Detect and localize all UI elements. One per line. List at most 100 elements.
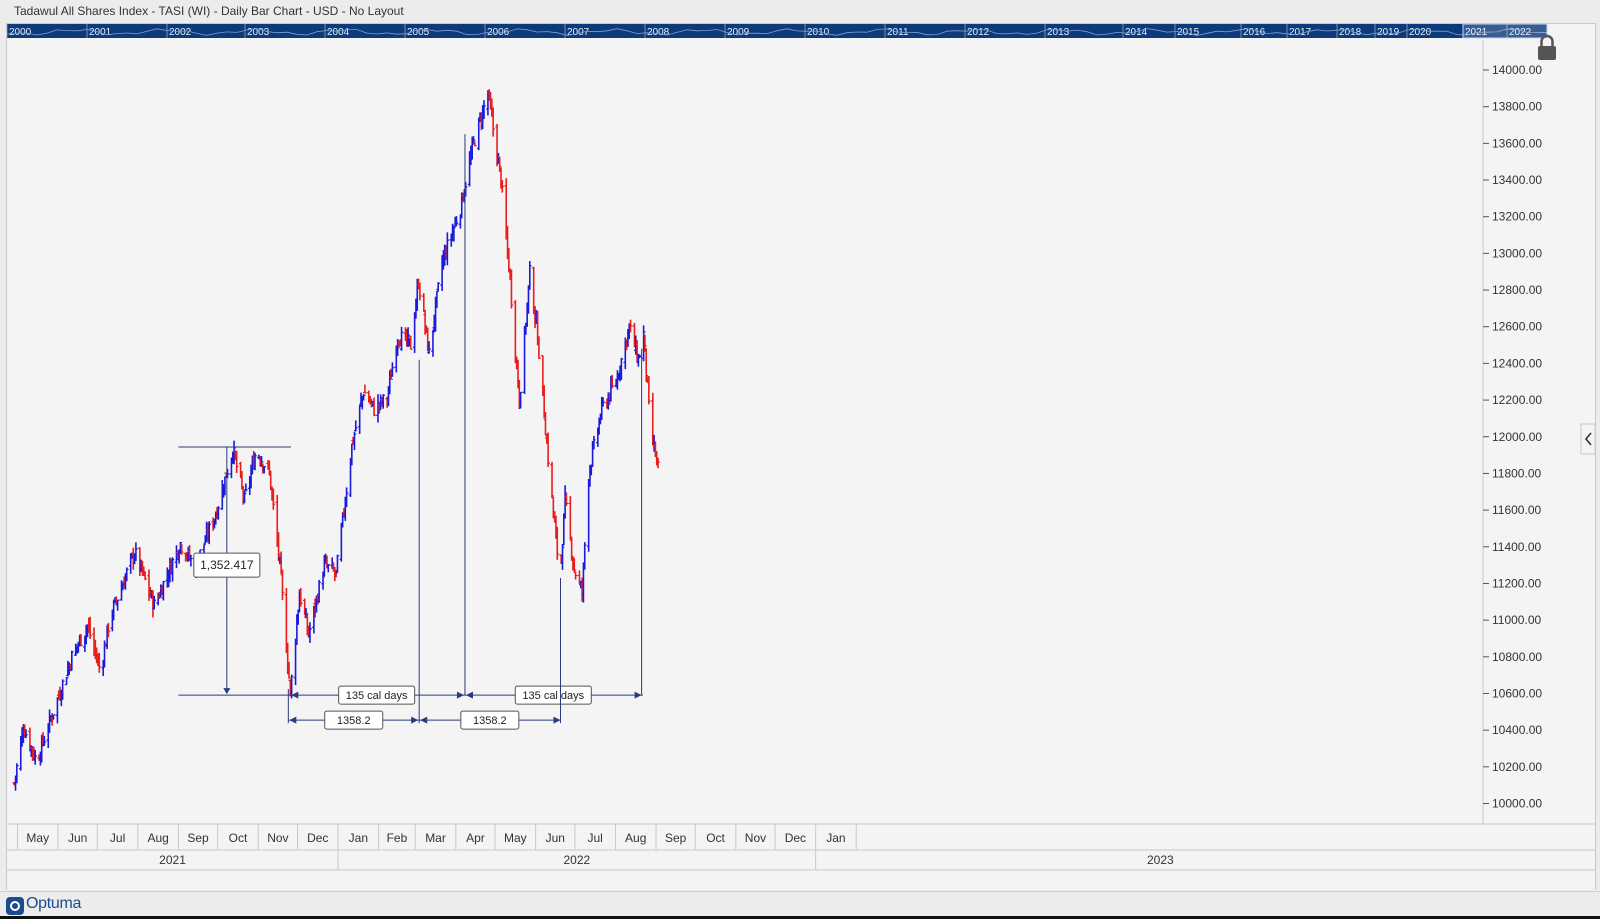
price-axis-label[interactable]: 10600.00 [1492, 686, 1542, 700]
price-bar [289, 674, 294, 699]
time-span-label[interactable]: 135 cal days [346, 690, 408, 702]
price-axis-label[interactable]: 11800.00 [1492, 466, 1541, 480]
navigator-year-label[interactable]: 2015 [1177, 27, 1200, 38]
navigator-year-label[interactable]: 2004 [327, 27, 350, 38]
price-bar [50, 712, 54, 726]
navigator-year-label[interactable]: 2005 [407, 27, 430, 38]
month-label[interactable]: Jul [110, 831, 125, 845]
collapse-tab[interactable] [1580, 423, 1596, 455]
navigator-year-label[interactable]: 2012 [967, 27, 990, 38]
lock-icon[interactable] [1538, 34, 1556, 60]
bar-count-label-box[interactable] [324, 710, 384, 730]
month-label[interactable]: May [26, 831, 49, 845]
bar-count-label[interactable]: 1358.2 [337, 715, 371, 727]
month-label[interactable]: Jun [68, 831, 87, 845]
navigator-year-label[interactable]: 2007 [567, 27, 590, 38]
navigator-year-label[interactable]: 2011 [887, 27, 909, 38]
month-label[interactable]: Oct [229, 831, 248, 845]
price-axis-label[interactable]: 11600.00 [1492, 503, 1541, 517]
price-bar [601, 397, 605, 407]
navigator-year-label[interactable]: 2013 [1047, 27, 1070, 38]
time-span-label-box[interactable] [514, 685, 592, 705]
year-label[interactable]: 2022 [564, 853, 591, 867]
price-bar [79, 634, 83, 647]
month-label[interactable]: Jan [826, 831, 845, 845]
year-label[interactable]: 2021 [159, 853, 186, 867]
chevron-left-icon[interactable] [1580, 423, 1596, 455]
navigator-year-label[interactable]: 2010 [807, 27, 830, 38]
month-label[interactable]: Sep [665, 831, 687, 845]
price-bar [317, 579, 321, 603]
month-label[interactable]: Mar [425, 831, 446, 845]
month-label[interactable]: Apr [466, 831, 485, 845]
price-axis-label[interactable]: 14000.00 [1492, 63, 1542, 77]
price-axis-label[interactable]: 10000.00 [1492, 797, 1542, 811]
month-label[interactable]: Sep [187, 831, 209, 845]
price-axis-label[interactable]: 10800.00 [1492, 650, 1542, 664]
navigator-year-label[interactable]: 2016 [1243, 27, 1266, 38]
price-axis-label[interactable]: 12000.00 [1492, 430, 1542, 444]
chart-panel[interactable]: 2000 2001 2002 2003 2004 2005 2006 2007 2008 2009… [6, 23, 1596, 890]
date-axis[interactable]: May Jun Jul Aug Sep Oct Nov Dec Jan Feb Mar Apr May J… [7, 823, 1595, 890]
price-axis-label[interactable]: 13800.00 [1492, 100, 1542, 114]
time-span-label[interactable]: 135 cal days [522, 690, 584, 702]
chart-controls[interactable] [1538, 34, 1596, 455]
time-span-label-box[interactable] [338, 685, 416, 705]
navigator-year-label[interactable]: 2022 [1509, 27, 1532, 38]
price-bar [216, 506, 221, 520]
month-label[interactable]: Jul [587, 831, 602, 845]
navigator-year-label[interactable]: 2003 [247, 27, 270, 38]
price-bar [395, 339, 400, 356]
price-axis-label[interactable]: 13600.00 [1492, 136, 1542, 150]
navigator-year-label[interactable]: 2009 [727, 27, 750, 38]
navigator-year-label[interactable]: 2006 [487, 27, 510, 38]
price-axis-label[interactable]: 10200.00 [1492, 760, 1542, 774]
time-navigator[interactable]: 2000 2001 2002 2003 2004 2005 2006 2007 2008 2009… [7, 24, 1548, 39]
navigator-year-label[interactable]: 2014 [1125, 27, 1148, 38]
month-label[interactable]: Aug [147, 831, 168, 845]
price-axis-label[interactable]: 11200.00 [1492, 576, 1541, 590]
price-axis-label[interactable]: 12400.00 [1492, 356, 1542, 370]
month-label[interactable]: Jan [349, 831, 368, 845]
price-bar [473, 141, 477, 147]
navigator-year-label[interactable]: 2008 [647, 27, 670, 38]
navigator-year-label[interactable]: 2017 [1289, 27, 1312, 38]
month-label[interactable]: Aug [625, 831, 646, 845]
price-axis-label[interactable]: 10400.00 [1492, 723, 1542, 737]
navigator-year-label[interactable]: 2000 [9, 27, 32, 38]
bar-count-label-box[interactable] [460, 710, 520, 730]
navigator-year-label[interactable]: 2019 [1377, 27, 1400, 38]
price-range-label-box[interactable] [193, 552, 261, 578]
price-bar [207, 521, 212, 545]
price-axis-label[interactable]: 13200.00 [1492, 210, 1542, 224]
price-bar [97, 652, 102, 673]
year-label[interactable]: 2023 [1147, 853, 1174, 867]
bar-count-arrow [411, 716, 419, 724]
navigator-year-label[interactable]: 2020 [1409, 27, 1432, 38]
bar-count-label[interactable]: 1358.2 [473, 715, 507, 727]
price-bar [179, 544, 184, 555]
drawing-tools[interactable]: 1,352.417 135 cal days 135 cal days 1358.2 1… [178, 134, 643, 730]
price-axis[interactable]: 14000.00 13800.00 13600.00 13400.00 13200.00… [1482, 40, 1542, 824]
price-axis-label[interactable]: 12200.00 [1492, 393, 1542, 407]
month-label[interactable]: Dec [307, 831, 328, 845]
navigator-year-label[interactable]: 2018 [1339, 27, 1362, 38]
month-label[interactable]: May [504, 831, 527, 845]
month-label[interactable]: Nov [745, 831, 766, 845]
month-label[interactable]: Dec [785, 831, 806, 845]
price-axis-label[interactable]: 12600.00 [1492, 320, 1542, 334]
month-label[interactable]: Feb [387, 831, 408, 845]
navigator-visible-window[interactable] [1462, 24, 1548, 39]
price-axis-label[interactable]: 13400.00 [1492, 173, 1542, 187]
price-axis-label[interactable]: 13000.00 [1492, 246, 1542, 260]
month-label[interactable]: Jun [546, 831, 565, 845]
price-axis-label[interactable]: 11400.00 [1492, 540, 1541, 554]
price-axis-label[interactable]: 12800.00 [1492, 283, 1542, 297]
month-label[interactable]: Nov [267, 831, 288, 845]
price-chart[interactable]: 2000 2001 2002 2003 2004 2005 2006 2007 2008 2009… [7, 24, 1597, 891]
price-axis-label[interactable]: 11000.00 [1492, 613, 1541, 627]
navigator-year-label[interactable]: 2002 [169, 27, 192, 38]
collapse-chevron [1584, 432, 1592, 446]
price-range-label[interactable]: 1,352.417 [200, 558, 254, 572]
month-label[interactable]: Oct [706, 831, 725, 845]
